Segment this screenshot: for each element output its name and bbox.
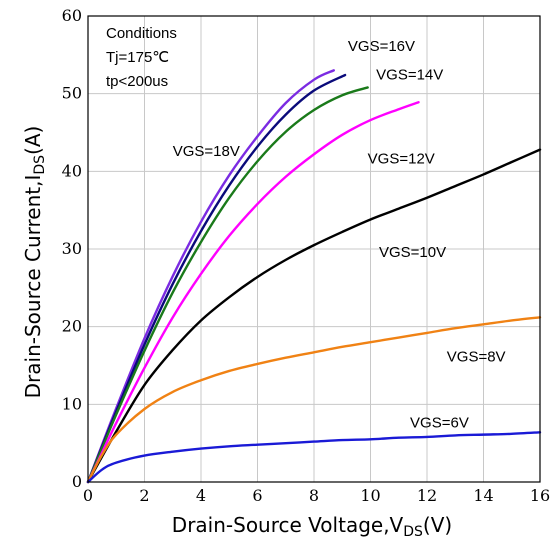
series-labels: VGS=18V VGS=16V VGS=14V VGS=12V VGS=10V VGS=8…: [173, 38, 506, 432]
series-label-vgs-10v: VGS=10V: [379, 244, 446, 261]
conditions-block: Conditions Tj=175℃ tp<200us: [106, 25, 177, 90]
series-label-vgs-8v: VGS=8V: [447, 349, 506, 366]
conditions-pulse-width: tp<200us: [106, 73, 168, 90]
y-axis-title: Drain-Source Current,IDS(A): [21, 126, 48, 399]
y-tick-label-5: 50: [62, 84, 82, 103]
y-tick-label-3: 30: [62, 239, 82, 258]
series-curves: [86, 69, 542, 484]
series-line-vgs-8v: [86, 316, 542, 484]
x-tick-label-3: 6: [252, 486, 262, 505]
series-label-vgs-6v: VGS=6V: [410, 415, 469, 432]
series-line-vgs-6v: [86, 431, 542, 484]
x-tick-label-5: 10: [360, 486, 380, 505]
series-line-vgs-16v: [86, 73, 347, 484]
y-tick-label-6: 60: [62, 6, 82, 25]
y-tick-label-1: 10: [62, 394, 82, 413]
x-tick-label-8: 16: [530, 486, 550, 505]
series-line-vgs-18v: [86, 69, 335, 484]
x-tick-label-4: 8: [309, 486, 319, 505]
series-label-vgs-14v: VGS=14V: [376, 67, 443, 84]
series-label-vgs-12v: VGS=12V: [368, 151, 435, 168]
x-tick-label-6: 12: [417, 486, 437, 505]
conditions-junction-temp: Tj=175℃: [106, 49, 169, 66]
x-tick-label-2: 4: [196, 486, 206, 505]
x-tick-labels: 0 2 4 6 8 10 12 14 16: [83, 486, 550, 505]
y-tick-label-2: 20: [62, 317, 82, 336]
y-tick-labels: 0 10 20 30 40 50 60: [62, 6, 82, 491]
y-tick-label-4: 40: [62, 161, 82, 180]
x-tick-label-0: 0: [83, 486, 93, 505]
series-label-vgs-18v: VGS=18V: [173, 143, 240, 160]
conditions-title: Conditions: [106, 25, 177, 42]
x-tick-label-7: 14: [473, 486, 493, 505]
plot-frame: [87, 15, 541, 483]
x-tick-label-1: 2: [139, 486, 149, 505]
y-tick-label-0: 0: [72, 472, 82, 491]
series-line-vgs-14v: [86, 86, 369, 484]
series-line-vgs-10v: [86, 148, 542, 484]
series-line-vgs-12v: [86, 101, 420, 484]
x-axis-title: Drain-Source Voltage,VDS(V): [172, 513, 452, 540]
grid-lines: [88, 16, 540, 482]
series-label-vgs-16v: VGS=16V: [348, 38, 415, 55]
